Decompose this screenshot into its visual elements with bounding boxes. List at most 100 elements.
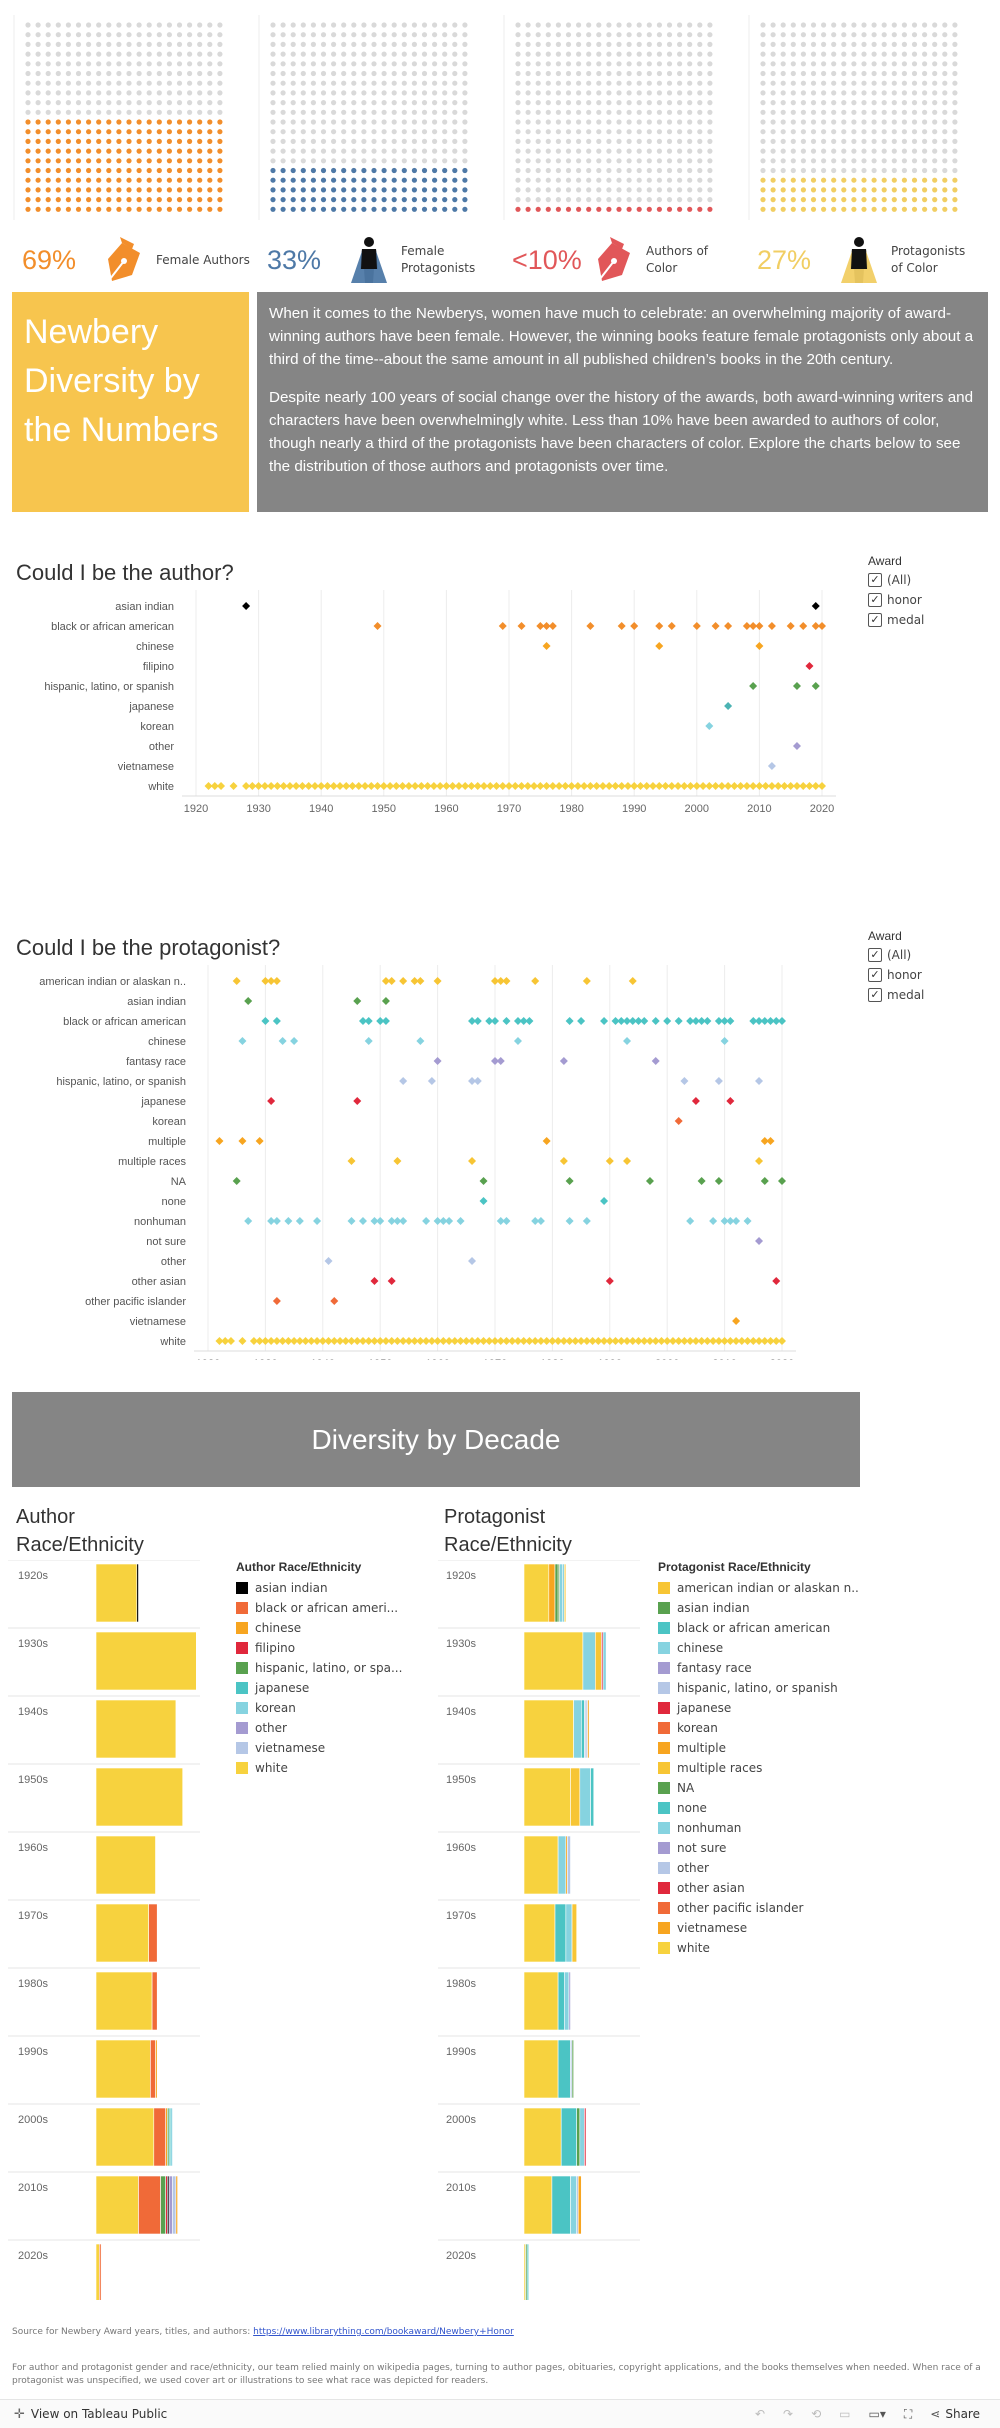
legend-item[interactable]: vietnamese xyxy=(236,1738,406,1758)
waffle-dot xyxy=(677,80,683,86)
waffle-dot xyxy=(586,187,592,193)
waffle-dot xyxy=(116,187,122,193)
pen-icon xyxy=(598,237,630,281)
legend-item[interactable]: asian indian xyxy=(658,1598,858,1618)
legend-item[interactable]: filipino xyxy=(236,1638,406,1658)
legend-item[interactable]: hispanic, latino, or spa... xyxy=(236,1658,406,1678)
legend-item[interactable]: other xyxy=(236,1718,406,1738)
filter-honor[interactable]: ✓ honor xyxy=(868,590,988,610)
waffle-dot xyxy=(821,70,827,77)
data-point xyxy=(724,702,733,710)
waffle-dot xyxy=(75,32,82,38)
filter-honor[interactable]: ✓ honor xyxy=(868,965,988,985)
data-point xyxy=(370,1277,379,1285)
legend-item[interactable]: korean xyxy=(658,1718,858,1738)
filter-medal[interactable]: ✓ medal xyxy=(868,610,988,630)
device-layout-icon[interactable]: ▭▾ xyxy=(868,2407,886,2421)
redo-icon[interactable]: ↷ xyxy=(783,2407,794,2421)
waffle-dot xyxy=(320,148,327,154)
pause-icon[interactable]: ▭ xyxy=(839,2407,851,2421)
legend-swatch xyxy=(658,1782,670,1794)
legend-item[interactable]: chinese xyxy=(658,1638,858,1658)
waffle-dot xyxy=(45,22,51,28)
waffle-dot xyxy=(760,197,766,203)
waffle-dot xyxy=(320,177,327,183)
waffle-dot xyxy=(606,32,612,38)
legend-item[interactable]: multiple races xyxy=(658,1758,858,1778)
legend-item[interactable]: other asian xyxy=(658,1878,858,1898)
waffle-dot xyxy=(800,70,807,77)
legend-item[interactable]: japanese xyxy=(236,1678,406,1698)
legend-item[interactable]: black or african american xyxy=(658,1618,858,1638)
x-tick-label: 1970 xyxy=(497,803,521,815)
waffle-dot xyxy=(800,148,807,154)
undo-icon[interactable]: ↶ xyxy=(754,2407,766,2421)
waffle-dot xyxy=(901,32,908,38)
filter-medal[interactable]: ✓ medal xyxy=(868,985,988,1005)
legend-item[interactable]: white xyxy=(658,1938,858,1958)
waffle-dot xyxy=(821,109,827,115)
waffle-dot xyxy=(300,148,306,154)
source-link[interactable]: https://www.librarything.com/bookaward/N… xyxy=(253,2327,514,2337)
waffle-dot xyxy=(780,32,786,38)
waffle-dot xyxy=(606,70,612,77)
data-point xyxy=(799,622,808,630)
data-point xyxy=(786,782,795,790)
waffle-dot xyxy=(851,51,857,57)
legend-item[interactable]: asian indian xyxy=(236,1578,406,1598)
legend-item[interactable]: korean xyxy=(236,1698,406,1718)
waffle-dot xyxy=(565,70,572,77)
waffle-dot xyxy=(106,119,112,125)
waffle-dot xyxy=(290,100,296,106)
legend-item[interactable]: hispanic, latino, or spanish xyxy=(658,1678,858,1698)
legend-item[interactable]: nonhuman xyxy=(658,1818,858,1838)
legend-item[interactable]: other xyxy=(658,1858,858,1878)
legend-item[interactable]: none xyxy=(658,1798,858,1818)
waffle-dot xyxy=(25,187,31,193)
waffle-dot xyxy=(65,22,71,28)
legend-item[interactable]: multiple xyxy=(658,1738,858,1758)
waffle-dot xyxy=(831,119,837,125)
waffle-dot xyxy=(331,100,337,106)
waffle-dot xyxy=(901,80,908,86)
waffle-dot xyxy=(901,187,908,193)
legend-item[interactable]: NA xyxy=(658,1778,858,1798)
legend-item[interactable]: chinese xyxy=(236,1618,406,1638)
legend-item[interactable]: american indian or alaskan n... xyxy=(658,1578,858,1598)
waffle-dot xyxy=(351,148,357,154)
waffle-dot xyxy=(401,109,407,115)
share-button[interactable]: ⋖ Share xyxy=(930,2407,980,2421)
waffle-dot xyxy=(636,22,642,28)
view-on-tableau-button[interactable]: ✛ View on Tableau Public xyxy=(14,2406,168,2422)
waffle-dot xyxy=(576,51,582,57)
filter-all[interactable]: ✓ (All) xyxy=(868,570,988,590)
waffle-dot xyxy=(442,177,448,183)
legend-item[interactable]: black or african ameri... xyxy=(236,1598,406,1618)
legend-item[interactable]: fantasy race xyxy=(658,1658,858,1678)
legend-item[interactable]: vietnamese xyxy=(658,1918,858,1938)
legend-item[interactable]: japanese xyxy=(658,1698,858,1718)
legend-swatch xyxy=(658,1822,670,1834)
data-point xyxy=(542,622,551,630)
legend-item[interactable]: other pacific islander xyxy=(658,1898,858,1918)
waffle-dot xyxy=(687,158,693,164)
filter-all[interactable]: ✓ (All) xyxy=(868,945,988,965)
waffle-dot xyxy=(86,70,92,77)
legend-item[interactable]: white xyxy=(236,1758,406,1778)
fullscreen-icon[interactable]: ⛶ xyxy=(903,2406,913,2421)
waffle-dot xyxy=(606,109,612,115)
legend-item[interactable]: not sure xyxy=(658,1838,858,1858)
waffle-dot xyxy=(270,70,276,77)
waffle-dot xyxy=(310,167,316,174)
x-tick-label: 1980 xyxy=(540,1358,564,1360)
waffle-dot xyxy=(136,90,142,96)
waffle-dot xyxy=(576,41,582,47)
legend-swatch xyxy=(658,1682,670,1694)
waffle-dot xyxy=(45,148,51,154)
waffle-dot xyxy=(515,129,521,135)
waffle-dot xyxy=(626,187,632,193)
waffle-dot xyxy=(280,51,286,57)
revert-icon[interactable]: ⟲ xyxy=(811,2407,822,2421)
waffle-dot xyxy=(942,197,948,203)
bar-segment xyxy=(571,2039,574,2099)
